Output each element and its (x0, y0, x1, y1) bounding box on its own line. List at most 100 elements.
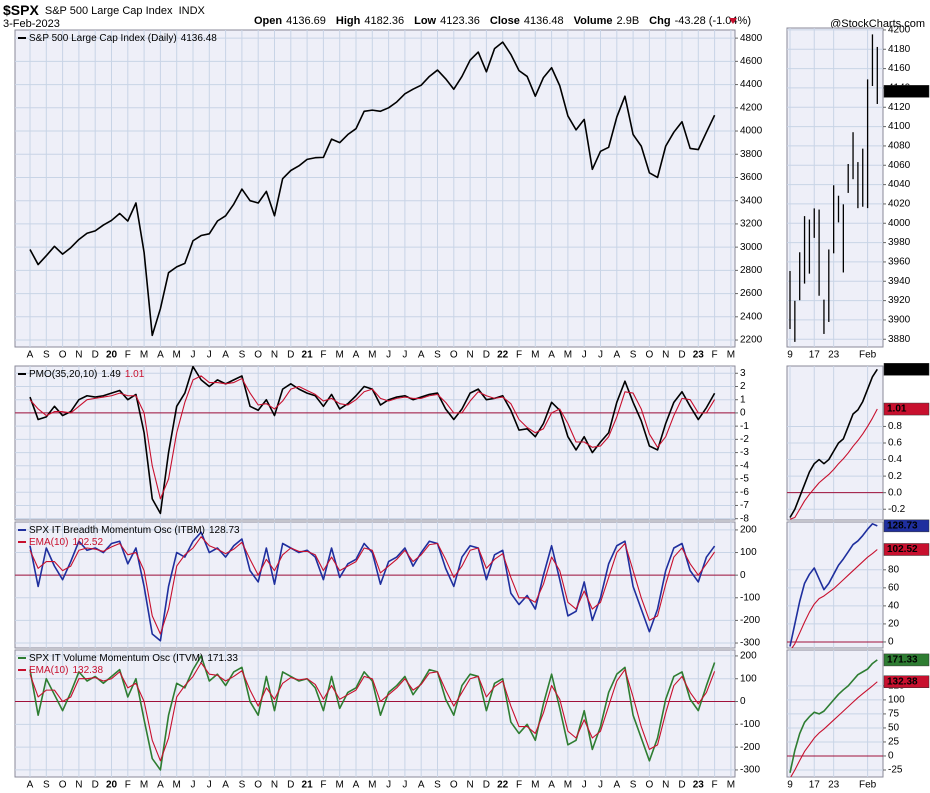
x-tick-label: A (353, 780, 360, 791)
x-tick-label: S (239, 350, 246, 361)
x-tick-label: O (254, 780, 262, 791)
legend-value: 132.38 (72, 665, 103, 676)
y-tick-label: 100 (888, 695, 905, 706)
x-tick-label: A (548, 780, 555, 791)
x-tick-label: 17 (809, 780, 821, 791)
y-tick-label: 0.4 (888, 454, 902, 465)
series-line (29, 536, 716, 635)
y-tick-label: 4040 (888, 179, 911, 190)
x-tick-label: N (75, 780, 82, 791)
x-tick-label: O (450, 350, 458, 361)
credit: @StockCharts.com (830, 18, 925, 30)
y-tick-label: 4200 (740, 102, 763, 113)
x-tick-label: D (678, 780, 685, 791)
legend-entry: PMO(35,20,10) 1.49 1.01 (29, 369, 145, 380)
x-tick-label: M (727, 780, 735, 791)
exchange: INDX (179, 5, 206, 17)
y-tick-label: 2200 (740, 335, 763, 346)
x-tick-label: M (564, 350, 572, 361)
x-tick-label: D (92, 780, 99, 791)
y-tick-label: 0.8 (888, 421, 902, 432)
value-flag: 132.38 (887, 676, 918, 687)
y-tick-label: 4180 (888, 44, 911, 55)
x-tick-label: N (662, 350, 669, 361)
plot-group (787, 522, 883, 648)
series-line (789, 408, 878, 520)
x-tick-label: M (173, 780, 181, 791)
value-flag: 1.01 (887, 404, 907, 415)
y-tick-label: -0.2 (888, 504, 906, 515)
quote-value: 4136.69 (286, 15, 326, 27)
legend-name: EMA(10) (29, 665, 68, 676)
plot-group (15, 650, 735, 777)
x-tick-label: A (418, 780, 425, 791)
x-tick-label: N (466, 780, 473, 791)
plot-area (786, 27, 884, 348)
y-tick-label: 2400 (740, 311, 763, 322)
y-tick-label: -7 (740, 500, 749, 511)
x-tick-label: D (92, 350, 99, 361)
y-tick-label: 4800 (740, 33, 763, 44)
y-tick-label: -300 (740, 765, 760, 776)
x-tick-label: 9 (787, 780, 793, 791)
x-tick-label: J (598, 780, 603, 791)
y-tick-label: -25 (888, 765, 903, 776)
value-flag-box (883, 85, 930, 98)
x-tick-label: O (646, 350, 654, 361)
y-tick-label: 200 (740, 525, 757, 536)
quote-label: Low (414, 15, 436, 27)
x-tick-label: F (125, 780, 131, 791)
series-line (791, 549, 878, 648)
y-tick-label: 4000 (740, 126, 763, 137)
x-tick-label: M (564, 780, 572, 791)
x-tick-label: D (483, 780, 490, 791)
legend-value: 128.73 (209, 525, 240, 536)
x-tick-label: 17 (809, 350, 821, 361)
x-tick-label: 9 (787, 350, 793, 361)
x-tick-label: F (125, 350, 131, 361)
x-tick-label: A (353, 350, 360, 361)
x-tick-label: 20 (106, 780, 118, 791)
quote-label: Close (490, 15, 520, 27)
value-flag-box (883, 653, 930, 667)
legend-value: 171.33 (207, 653, 238, 664)
y-tick-label: 4400 (740, 79, 763, 90)
x-tick-label: A (613, 780, 620, 791)
quote-value: 4182.36 (364, 15, 404, 27)
value-flag-box (883, 543, 930, 556)
x-tick-label: F (712, 350, 718, 361)
y-tick-label: 0 (740, 408, 746, 419)
series-line (29, 375, 716, 500)
symbol: $SPX (3, 2, 39, 18)
x-tick-label: A (157, 350, 164, 361)
plot-area (14, 29, 736, 348)
y-tick-label: 3900 (888, 315, 911, 326)
y-tick-label: 0.0 (888, 487, 902, 498)
y-tick-label: -1 (740, 421, 749, 432)
x-tick-label: M (368, 350, 376, 361)
x-tick-label: 23 (828, 780, 840, 791)
x-tick-label: N (271, 350, 278, 361)
x-tick-label: N (271, 780, 278, 791)
x-tick-label: M (727, 350, 735, 361)
x-tick-label: A (418, 350, 425, 361)
legend-name: SPX IT Volume Momentum Osc (ITVM) (29, 653, 203, 664)
y-tick-label: 2 (740, 381, 746, 392)
y-tick-label: 200 (740, 651, 757, 662)
x-tick-label: Feb (859, 350, 877, 361)
y-tick-label: 3200 (740, 219, 763, 230)
y-tick-label: 3880 (888, 334, 911, 345)
y-tick-label: 4200 (888, 25, 911, 36)
x-tick-label: O (254, 350, 262, 361)
index-name: S&P 500 Large Cap Index (45, 5, 173, 17)
x-tick-label: 21 (302, 780, 314, 791)
value-flag-box (883, 675, 930, 688)
legend-name: S&P 500 Large Cap Index (Daily) (29, 33, 177, 44)
legend-value: 4136.48 (181, 33, 218, 44)
x-tick-label: J (386, 780, 391, 791)
series-line (29, 41, 716, 337)
x-tick-label: M (173, 350, 181, 361)
plot-area (14, 365, 736, 521)
x-tick-label: M (336, 780, 344, 791)
quote-value: -43.28 (-1.04%) (675, 15, 751, 27)
